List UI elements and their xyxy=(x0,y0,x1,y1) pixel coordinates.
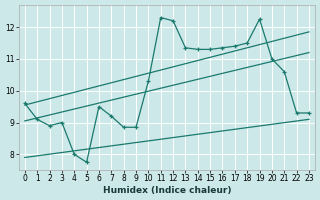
X-axis label: Humidex (Indice chaleur): Humidex (Indice chaleur) xyxy=(103,186,231,195)
